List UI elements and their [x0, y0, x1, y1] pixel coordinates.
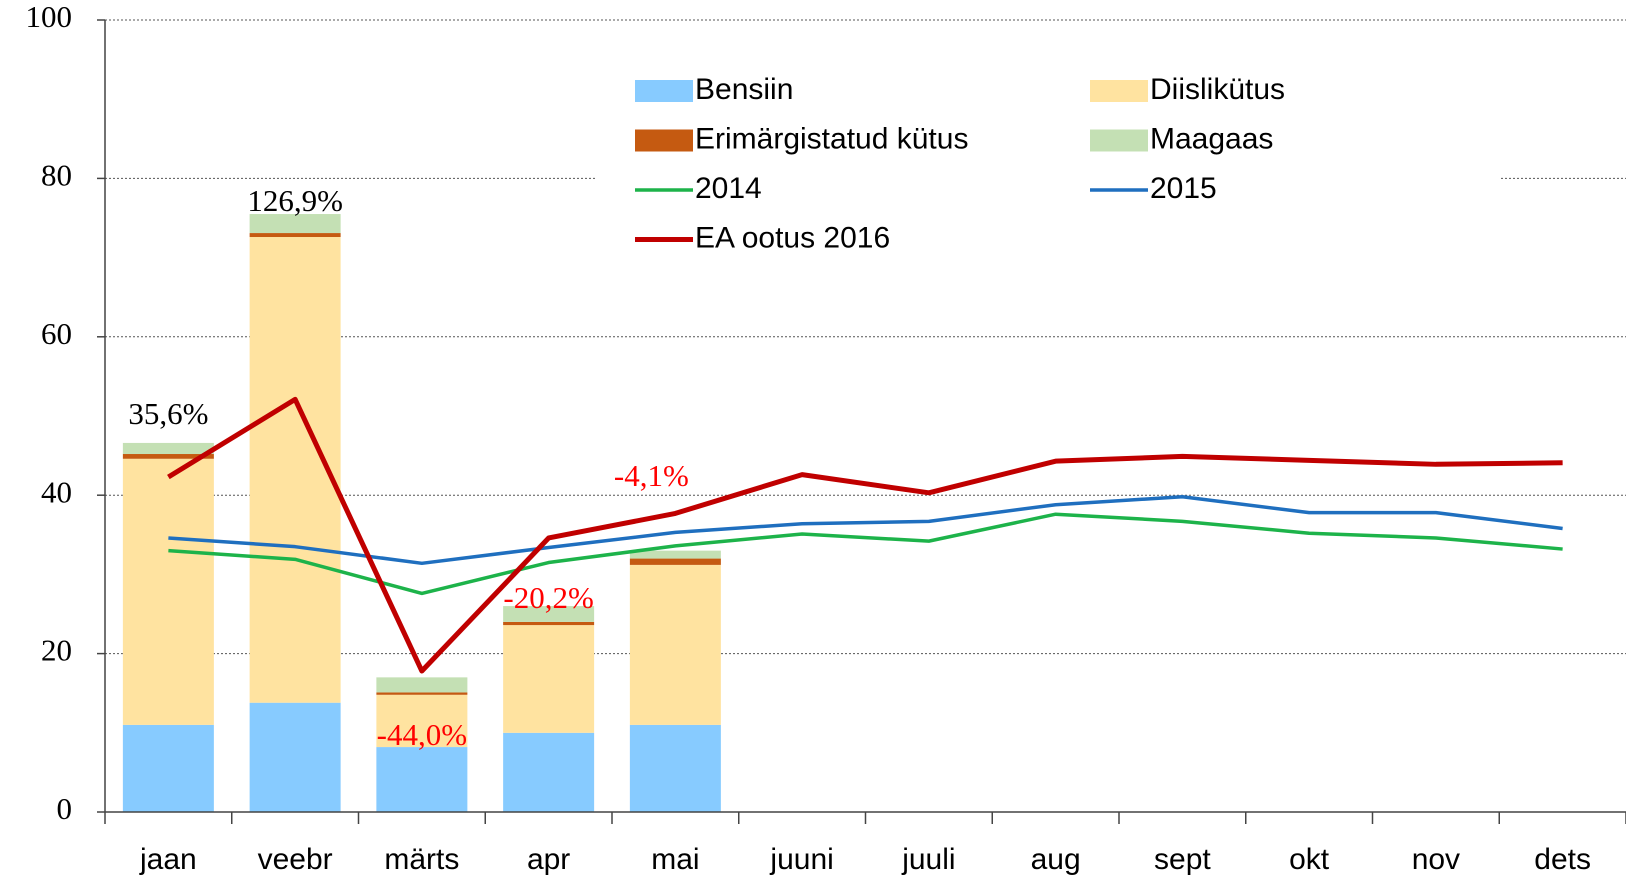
bar-segment	[503, 621, 595, 626]
x-tick-label: märts	[384, 843, 459, 876]
x-tick-label: veebr	[258, 843, 333, 876]
x-tick-label: sept	[1154, 843, 1211, 876]
legend-swatch	[1090, 129, 1148, 152]
x-tick-label: okt	[1289, 843, 1330, 876]
annotation: -20,2%	[503, 580, 593, 615]
bar-segment	[249, 214, 341, 234]
bar-segment	[122, 442, 214, 455]
bar-segment	[122, 458, 214, 725]
y-tick-label: 60	[41, 316, 72, 351]
legend-swatch	[635, 129, 693, 152]
bar-segment	[503, 606, 595, 622]
legend-label: Erimärgistatud kütus	[695, 122, 968, 155]
legend-label: Maagaas	[1150, 122, 1273, 155]
y-tick-label: 20	[41, 633, 72, 668]
bar-segment	[249, 702, 341, 812]
annotation: -4,1%	[614, 458, 689, 493]
bar-segment	[376, 747, 468, 812]
bar-segment	[629, 724, 721, 812]
x-tick-label: aug	[1031, 843, 1081, 876]
bar-segment	[122, 454, 214, 459]
bar-segment	[629, 550, 721, 559]
x-tick-label: dets	[1534, 843, 1591, 876]
x-tick-label: nov	[1412, 843, 1460, 876]
bar-segment	[376, 694, 468, 748]
y-tick-label: 80	[41, 158, 72, 193]
line-series	[168, 495, 1563, 566]
legend-label: 2014	[695, 172, 762, 205]
x-tick-label: apr	[527, 843, 570, 876]
bar-segment	[629, 558, 721, 565]
bar-segment	[249, 233, 341, 238]
x-tick-label: mai	[651, 843, 699, 876]
x-tick-label: juuli	[901, 843, 955, 876]
x-tick-label: jaan	[139, 843, 197, 876]
legend-swatch	[1090, 80, 1148, 102]
line-series	[168, 512, 1563, 596]
legend-swatch	[635, 80, 693, 102]
y-tick-label: 40	[41, 474, 72, 509]
legend-box	[595, 66, 1500, 266]
y-tick-label: 0	[57, 791, 73, 826]
legend-label: Bensiin	[695, 73, 793, 106]
annotation: 35,6%	[128, 396, 208, 431]
legend-label: 2015	[1150, 172, 1217, 205]
bar-segment	[503, 732, 595, 812]
annotation: -44,0%	[377, 717, 467, 752]
bar-segment	[376, 677, 468, 693]
bar-segment	[629, 564, 721, 725]
x-tick-label: juuni	[769, 843, 833, 876]
y-tick-label: 100	[26, 0, 73, 34]
bar-segment	[503, 625, 595, 733]
bar-segment	[122, 724, 214, 812]
legend-label: EA ootus 2016	[695, 221, 890, 254]
annotation: 126,9%	[247, 183, 343, 218]
line-series	[167, 396, 1563, 674]
bar-segment	[376, 692, 468, 695]
legend-label: Diislikütus	[1150, 73, 1285, 106]
